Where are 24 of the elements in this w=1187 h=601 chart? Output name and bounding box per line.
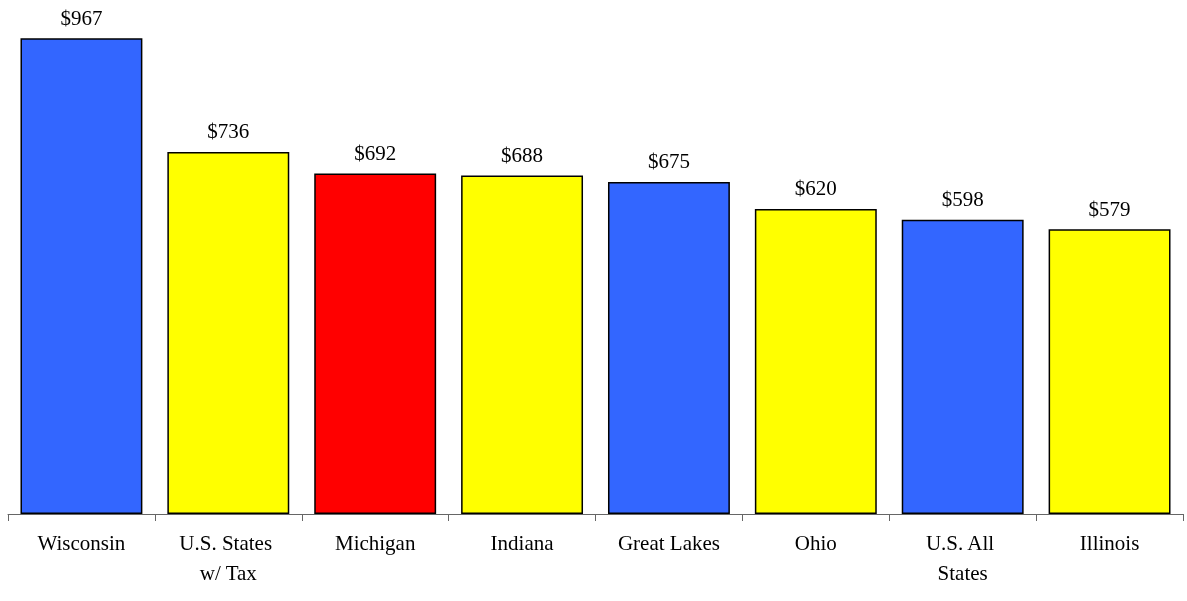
x-tick-label: Wisconsin [37,531,126,555]
data-label: $620 [794,176,837,201]
bar [901,219,1024,514]
bar [314,173,437,514]
x-tick-label: Ohio [794,531,837,555]
data-label: $598 [941,187,984,212]
bar [1048,229,1171,514]
bar [607,181,730,514]
bar [167,151,290,514]
x-tick-label: Great Lakes [617,531,720,555]
bar [461,175,584,514]
data-label: $675 [647,149,690,174]
bar [20,38,143,514]
x-tick-label: Michigan [334,531,416,555]
data-label: $967 [60,5,103,30]
x-tick-label: U.S. All States [925,531,1000,585]
data-label: $688 [501,143,544,167]
bar [754,208,877,514]
x-tick-label: U.S. States w/ Tax [179,531,278,585]
data-label: $692 [354,141,397,166]
data-label: $579 [1088,196,1131,221]
data-label: $736 [207,119,250,144]
x-tick-label: Illinois [1079,531,1140,555]
x-tick-label: Indiana [490,531,555,555]
